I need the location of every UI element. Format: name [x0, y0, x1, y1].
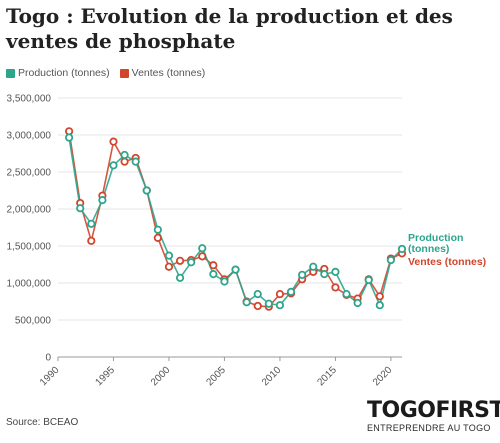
data-point-production: [242, 298, 251, 307]
legend-item-ventes[interactable]: Ventes (tonnes): [119, 67, 206, 79]
data-point-production: [231, 265, 240, 274]
data-point-ventes: [331, 283, 340, 292]
data-point-ventes: [209, 261, 218, 270]
togofirst-logo: TOGOFIRST ENTREPRENDRE AU TOGO: [367, 400, 500, 440]
data-point-ventes: [375, 292, 384, 301]
data-point-ventes: [120, 157, 129, 166]
data-point-production: [386, 255, 396, 265]
series-end-label-ventes: Ventes (tonnes): [408, 256, 486, 268]
data-point-ventes: [198, 252, 207, 261]
logo-text: TOGOFIRST: [367, 398, 500, 423]
data-point-ventes: [275, 289, 285, 299]
legend: Production (tonnes) Ventes (tonnes): [6, 67, 205, 79]
data-point-production: [209, 270, 218, 279]
chart-title: Togo : Evolution de la production et des…: [6, 4, 453, 53]
data-point-production: [342, 289, 351, 299]
data-point-production: [76, 204, 85, 213]
data-point-production: [397, 244, 407, 254]
data-point-production: [98, 196, 107, 205]
data-point-ventes: [175, 256, 185, 265]
source-note: Source: BCEAO: [6, 417, 79, 428]
series-line-ventes: [68, 131, 403, 308]
legend-swatch-ventes: [119, 68, 129, 78]
x-tick-label: 2005: [204, 364, 228, 388]
x-tick-label: 2000: [149, 364, 173, 388]
logo-tagline: ENTREPRENDRE AU TOGO: [367, 423, 491, 433]
data-point-ventes: [109, 137, 118, 146]
legend-item-production[interactable]: Production (tonnes): [6, 67, 110, 79]
data-point-production: [153, 225, 162, 234]
y-tick-label: 3,000,000: [7, 131, 52, 142]
data-point-production: [187, 258, 196, 267]
y-tick-label: 2,500,000: [7, 168, 52, 179]
data-point-production: [275, 301, 285, 310]
data-point-production: [286, 287, 296, 296]
data-point-production: [298, 270, 307, 279]
data-point-production: [353, 298, 362, 308]
data-point-ventes: [253, 301, 262, 311]
x-tick-label: 1995: [94, 364, 118, 388]
data-point-production: [142, 186, 151, 195]
data-point-production: [220, 277, 229, 286]
data-point-production: [331, 267, 340, 276]
series-line-production: [68, 137, 403, 306]
data-point-production: [309, 262, 318, 271]
legend-label-production: Production (tonnes): [18, 67, 110, 79]
data-point-ventes: [87, 236, 96, 245]
data-point-ventes: [153, 233, 162, 242]
data-point-production: [198, 244, 207, 253]
data-point-production: [131, 157, 140, 166]
logo-wordmark: TOGOFIRST: [367, 400, 500, 422]
x-tick-label: 2015: [315, 364, 339, 388]
series-end-label-production: Production (tonnes): [408, 232, 463, 255]
x-tick-label: 1990: [38, 364, 62, 388]
data-point-ventes: [164, 262, 174, 271]
data-point-production: [264, 299, 273, 308]
data-point-production: [64, 133, 74, 142]
x-tick-label: 2020: [371, 364, 395, 388]
data-point-production: [109, 161, 118, 170]
y-tick-label: 3,500,000: [7, 94, 52, 105]
legend-label-ventes: Ventes (tonnes): [131, 67, 206, 79]
data-point-production: [164, 251, 174, 260]
data-point-production: [320, 270, 329, 279]
y-tick-label: 1,000,000: [7, 279, 52, 290]
y-tick-label: 2,000,000: [7, 205, 52, 216]
data-point-production: [120, 150, 129, 160]
x-tick-label: 2010: [260, 364, 284, 388]
data-point-production: [87, 219, 96, 228]
data-point-production: [364, 275, 373, 285]
y-tick-label: 1,500,000: [7, 242, 52, 253]
data-point-production: [253, 289, 262, 299]
legend-swatch-production: [6, 68, 15, 78]
data-point-production: [175, 273, 185, 282]
y-tick-label: 0: [45, 353, 51, 364]
y-tick-label: 500,000: [15, 316, 52, 327]
data-point-production: [375, 301, 384, 310]
